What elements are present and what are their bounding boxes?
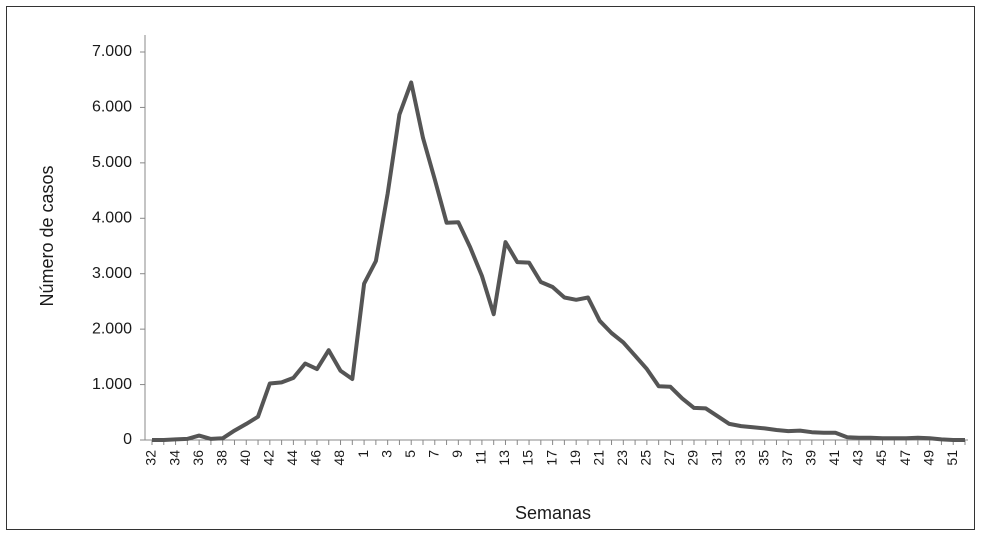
x-tick-label: 7 — [425, 450, 441, 458]
x-tick-label: 40 — [237, 450, 253, 466]
x-tick-label: 33 — [732, 450, 748, 466]
x-tick-label: 47 — [897, 450, 913, 466]
y-tick-label: 7.000 — [92, 43, 132, 60]
x-tick-label: 41 — [826, 450, 842, 466]
x-tick-label: 37 — [779, 450, 795, 466]
x-tick-label: 13 — [496, 450, 512, 466]
x-tick-label: 31 — [708, 450, 724, 466]
x-tick-label: 1 — [355, 450, 371, 458]
x-tick-label: 39 — [803, 450, 819, 466]
x-tick-label: 21 — [590, 450, 606, 466]
y-tick-label: 2.000 — [92, 320, 132, 337]
y-tick-label: 6.000 — [92, 99, 132, 116]
x-tick-label: 48 — [331, 450, 347, 466]
frame — [6, 6, 975, 530]
x-axis-title: Semanas — [515, 503, 591, 523]
x-tick-label: 34 — [166, 450, 182, 466]
x-tick-label: 49 — [920, 450, 936, 466]
y-axis-title: Número de casos — [37, 165, 57, 306]
x-tick-label: 17 — [543, 450, 559, 466]
x-tick-label: 44 — [284, 450, 300, 466]
x-tick-label: 15 — [520, 450, 536, 466]
x-tick-label: 29 — [685, 450, 701, 466]
y-tick-label: 0 — [123, 431, 132, 448]
x-tick-label: 36 — [190, 450, 206, 466]
x-tick-label: 32 — [143, 450, 159, 466]
y-tick-label: 4.000 — [92, 210, 132, 227]
data-line — [152, 80, 965, 442]
x-tick-label: 23 — [614, 450, 630, 466]
x-tick-label: 45 — [873, 450, 889, 466]
x-tick-label: 25 — [638, 450, 654, 466]
x-tick-label: 19 — [567, 450, 583, 466]
x-tick-label: 51 — [944, 450, 960, 466]
x-tick-label: 35 — [755, 450, 771, 466]
x-tick-label: 5 — [402, 450, 418, 458]
x-tick-label: 43 — [850, 450, 866, 466]
x-tick-label: 11 — [473, 450, 489, 465]
x-tick-label: 9 — [449, 450, 465, 458]
x-tick-label: 46 — [308, 450, 324, 466]
x-tick-label: 42 — [261, 450, 277, 466]
y-tick-label: 1.000 — [92, 376, 132, 393]
x-tick-label: 27 — [661, 450, 677, 466]
x-tick-label: 3 — [378, 450, 394, 458]
y-tick-label: 5.000 — [92, 154, 132, 171]
y-tick-label: 3.000 — [92, 265, 132, 282]
x-tick-label: 38 — [213, 450, 229, 466]
